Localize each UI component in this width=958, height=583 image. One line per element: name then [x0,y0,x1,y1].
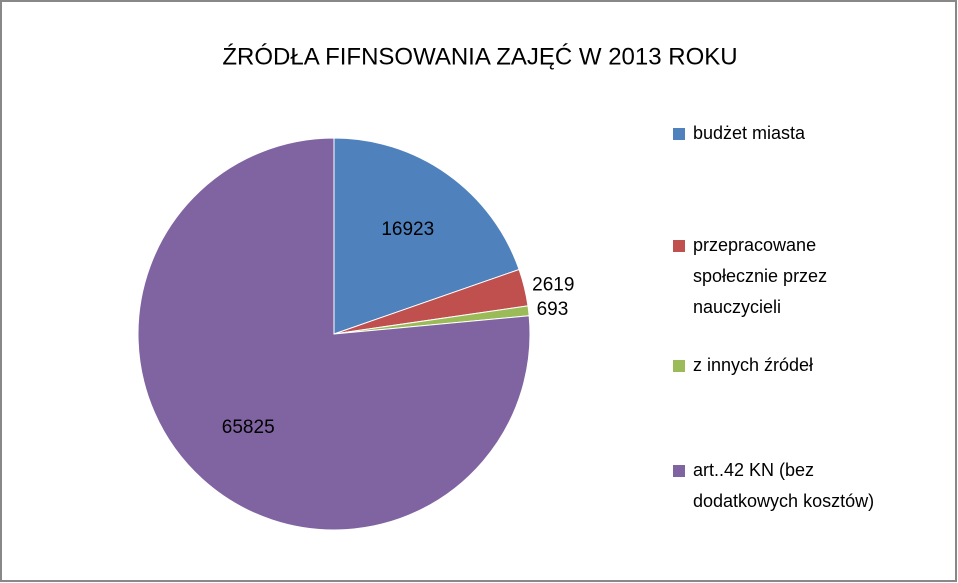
legend-item: przepracowane społecznie przez nauczycie… [673,230,903,323]
legend-swatch [673,360,685,372]
legend-item: budżet miasta [673,118,903,149]
data-label: 16923 [381,219,434,240]
legend-label: przepracowane społecznie przez nauczycie… [693,235,828,317]
pie-slice [333,137,520,335]
legend-item: z innych źródeł [673,350,903,381]
legend-item: art..42 KN (bez dodatkowych kosztów) [673,455,903,517]
legend-swatch [673,465,685,477]
legend-swatch [673,240,685,252]
legend-label: art..42 KN (bez dodatkowych kosztów) [693,460,875,511]
pie-slice [137,137,531,531]
data-label: 693 [537,299,569,320]
chart-title: ŹRÓDŁA FIFNSOWANIA ZAJĘĆ W 2013 ROKU [222,43,737,70]
legend-label: budżet miasta [693,123,806,143]
data-label: 65825 [222,417,275,438]
legend-label: z innych źródeł [693,355,814,375]
data-label: 2619 [532,275,574,296]
legend-swatch [673,128,685,140]
